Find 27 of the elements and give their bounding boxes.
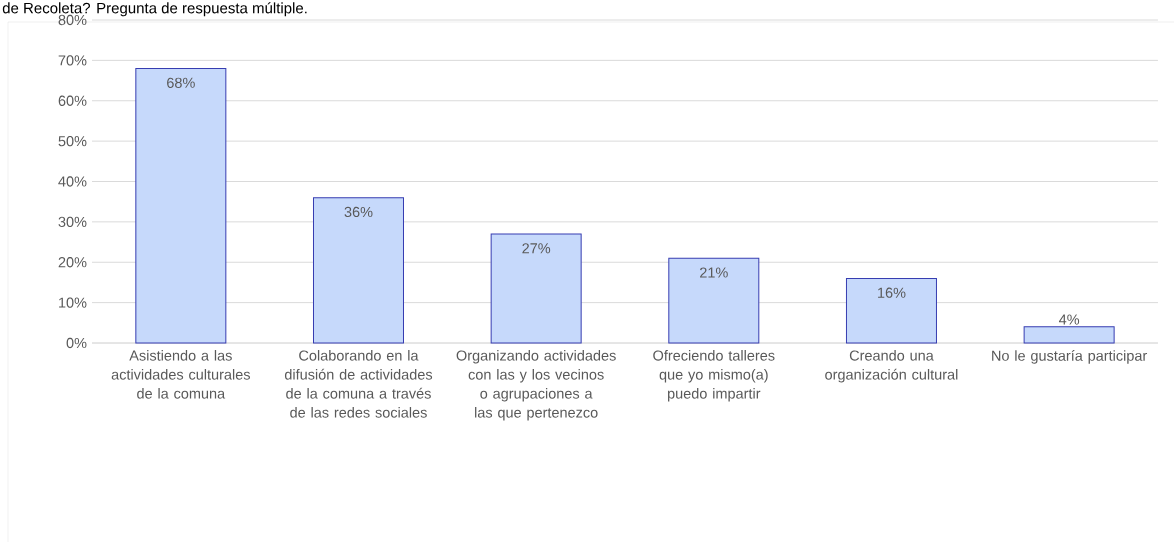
bar — [845, 277, 937, 344]
x-tick-label: No le gustaría participar — [992, 350, 1148, 364]
bar — [313, 197, 404, 344]
data-label: 27% — [522, 243, 551, 254]
y-tick-label: 30% — [58, 216, 87, 228]
data-label: 36% — [344, 206, 373, 218]
x-tick-label: Organizando actividades con las y los vecinos o agrupaciones a las que pertenezco — [456, 350, 616, 421]
y-tick-label: 70% — [58, 55, 87, 66]
x-tick-label: Ofreciendo talleres que yo mismo(a) puedo impartir — [653, 350, 775, 402]
data-label: 68% — [167, 77, 195, 88]
y-tick-label: 20% — [58, 257, 87, 268]
y-tick-label: 60% — [58, 95, 87, 106]
bar — [1023, 326, 1115, 344]
bar — [135, 67, 227, 344]
x-tick-label: Asistiendo a las actividades culturales de la comuna — [111, 350, 250, 399]
y-tick-label: 40% — [58, 176, 87, 187]
data-label: 16% — [878, 287, 906, 298]
bar — [668, 257, 760, 344]
data-label: 21% — [700, 267, 728, 278]
x-tick-label: Creando una organización cultural — [825, 350, 958, 383]
y-tick-label: 50% — [58, 135, 87, 147]
data-label: 4% — [1058, 314, 1080, 325]
x-tick-label: Colaborando en la difusión de actividades de la comuna a través de las redes sociales — [284, 350, 433, 418]
y-tick-label: 0% — [66, 337, 87, 349]
y-tick-label: 80% — [58, 14, 87, 26]
y-tick-label: 10% — [59, 297, 87, 308]
bar — [490, 233, 582, 344]
